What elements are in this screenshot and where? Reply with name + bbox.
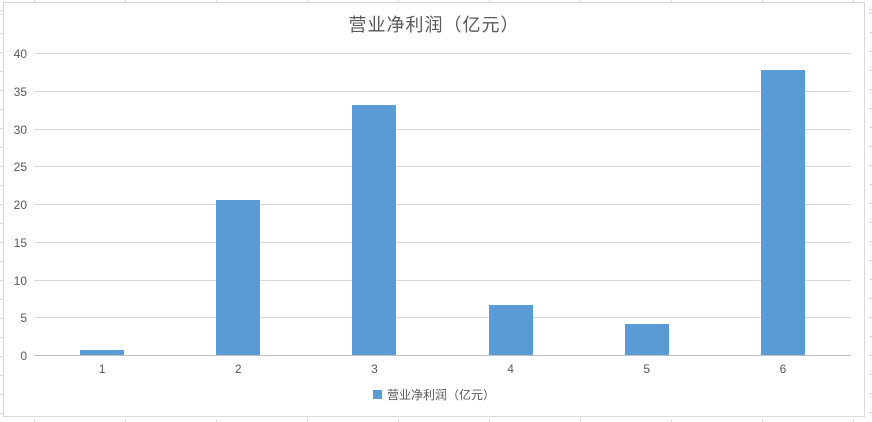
gridline [34,317,851,319]
gridline [34,204,851,205]
x-axis-tick-label: 6 [779,362,787,376]
y-axis-tick-label: 15 [13,235,27,250]
bar-category-4[interactable] [488,305,533,355]
x-axis-tick-label: 2 [234,362,242,376]
bar-category-6[interactable] [760,69,805,355]
y-axis-tick-label: 20 [13,198,27,212]
chart-title: 营业净利润（亿元） [348,15,520,36]
x-axis-tick-label: 4 [507,362,514,376]
chart-frame[interactable]: 营业净利润（亿元） 0 5 10 15 20 25 30 35 40 1 2 3 4 5 6 营业净利润（亿… [3,2,865,417]
gridline [34,90,851,92]
x-axis-tick-label: 3 [371,362,378,376]
bar-category-5[interactable] [624,323,669,355]
x-axis-tick-label: 1 [98,362,106,376]
gridline [34,241,851,243]
gridline [34,128,851,130]
y-axis-tick-label: 0 [20,349,27,363]
y-axis-tick-label: 5 [20,311,27,326]
x-axis-tick-label: 5 [643,362,651,376]
plot-area: 0 5 10 15 20 25 30 35 40 1 2 3 4 5 6 [14,47,851,376]
gridline [34,166,851,168]
bar-category-1[interactable] [80,349,125,355]
gridline [34,53,851,54]
y-axis-tick-label: 10 [13,273,27,288]
bar-category-2[interactable] [216,200,261,355]
bar-category-3[interactable] [352,105,397,355]
gridline [34,279,851,281]
y-axis-tick-label: 30 [13,122,27,137]
legend-swatch-icon [372,390,382,399]
y-axis-tick-label: 40 [13,47,27,61]
x-axis-line [34,355,851,356]
legend-label: 营业净利润（亿元） [386,388,495,402]
legend[interactable]: 营业净利润（亿元） [4,386,864,403]
y-axis-tick-label: 35 [13,84,27,99]
y-axis-tick-label: 25 [13,160,27,175]
